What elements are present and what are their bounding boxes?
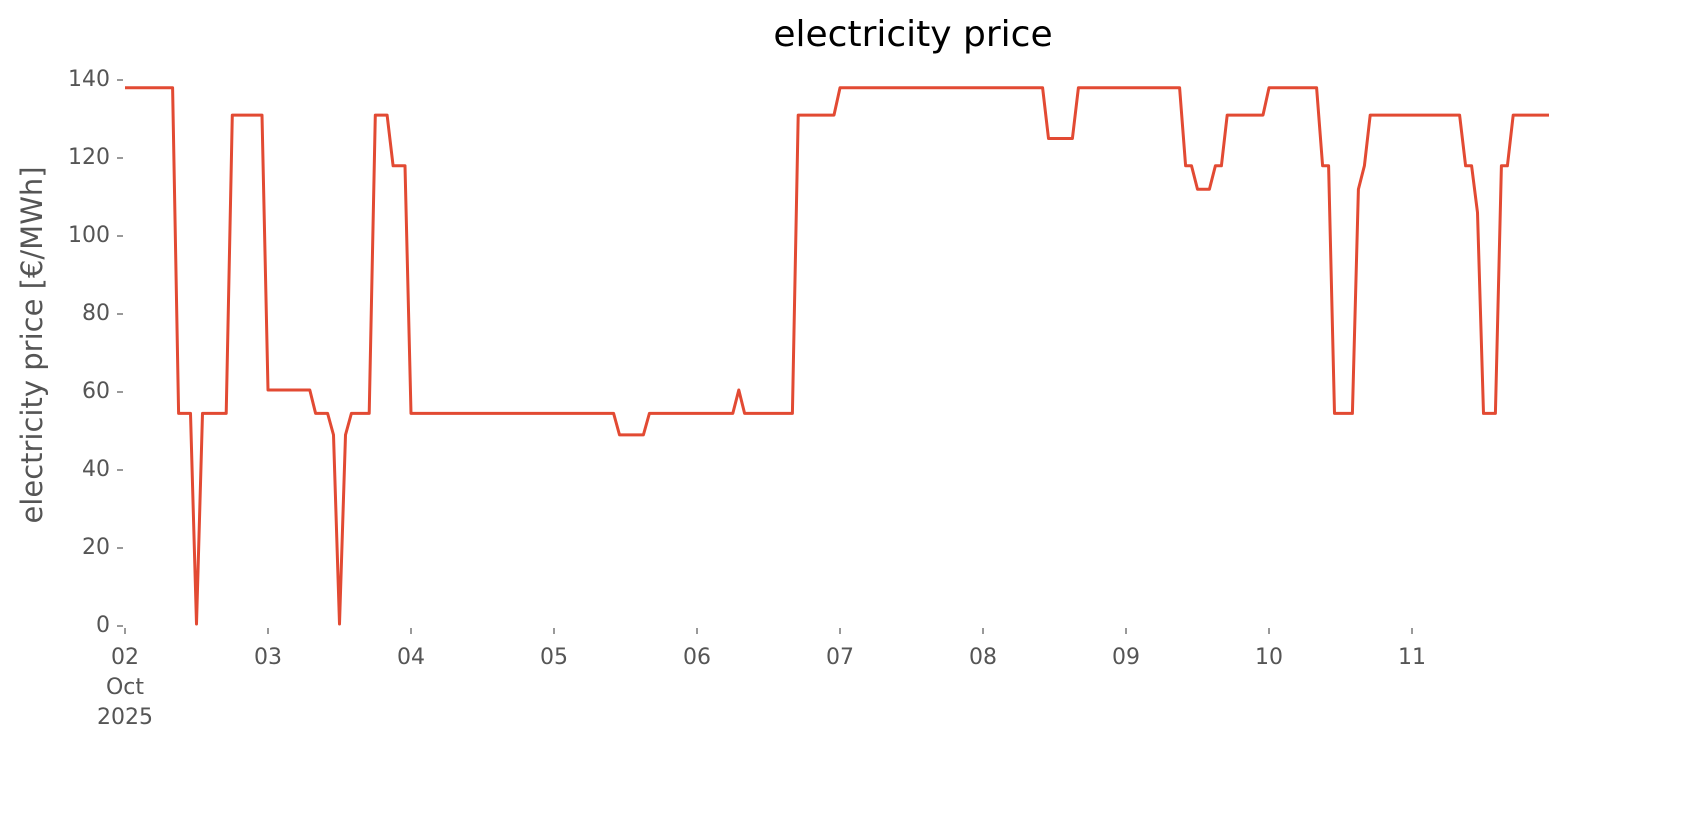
x-tick-label: 03 — [254, 645, 282, 670]
x-tick-label: 02 Oct 2025 — [97, 645, 153, 730]
y-axis-label: electricity price [€/MWh] — [15, 166, 49, 523]
y-tick-label: 100 — [68, 223, 110, 248]
y-tick-label: 0 — [96, 613, 110, 638]
x-tick-label: 10 — [1255, 645, 1283, 670]
y-tick-label: 40 — [82, 457, 110, 482]
y-tick-label: 80 — [82, 301, 110, 326]
x-tick-label: 04 — [397, 645, 425, 670]
x-tick-label: 06 — [683, 645, 711, 670]
y-tick-label: 140 — [68, 67, 110, 92]
y-tick-label: 20 — [82, 535, 110, 560]
x-tick-label: 08 — [969, 645, 997, 670]
x-tick-label: 07 — [826, 645, 854, 670]
x-tick-label: 05 — [540, 645, 568, 670]
y-tick-label: 60 — [82, 379, 110, 404]
x-tick-label: 09 — [1112, 645, 1140, 670]
price-line — [125, 86, 1549, 626]
x-tick-label: 11 — [1398, 645, 1426, 670]
chart-title: electricity price — [773, 14, 1052, 55]
y-tick-label: 120 — [68, 145, 110, 170]
